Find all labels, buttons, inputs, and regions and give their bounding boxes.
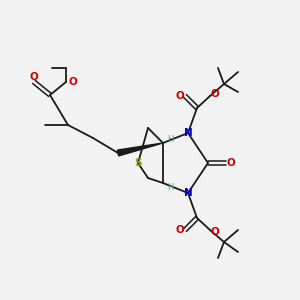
Text: O: O (69, 77, 77, 87)
Text: S: S (134, 158, 142, 168)
Text: O: O (30, 72, 38, 82)
Text: O: O (176, 225, 184, 235)
Text: O: O (176, 91, 184, 101)
Polygon shape (117, 143, 163, 156)
Text: N: N (184, 128, 192, 138)
Text: O: O (211, 89, 219, 99)
Text: N: N (184, 188, 192, 198)
Text: O: O (226, 158, 236, 168)
Text: O: O (211, 227, 219, 237)
Text: H: H (167, 182, 173, 191)
Text: H: H (167, 134, 173, 143)
